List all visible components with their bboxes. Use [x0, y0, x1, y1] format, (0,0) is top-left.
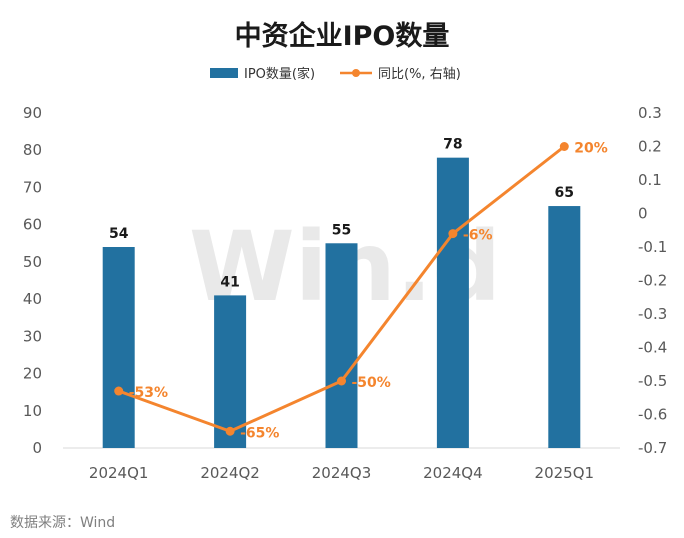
- yoy-point: [114, 386, 124, 396]
- left-axis-tick-label: 80: [23, 141, 42, 159]
- x-axis-category-label: 2024Q2: [200, 464, 260, 482]
- bar-value-label: 78: [443, 137, 462, 153]
- right-axis-tick-label: 0.1: [638, 171, 662, 189]
- bar-value-label: 55: [332, 222, 351, 238]
- left-axis-tick-label: 90: [23, 104, 42, 122]
- right-axis: -0.7 -0.6 -0.5 -0.4 -0.3 -0.2 -0.1 0 0.1 0.2 0.3: [638, 104, 667, 457]
- right-axis-tick-label: -0.3: [638, 305, 667, 323]
- bar: [102, 247, 135, 448]
- x-axis-categories: 2024Q1 2024Q2 2024Q3 2024Q4 2025Q1: [89, 464, 594, 482]
- left-axis-tick-label: 0: [32, 439, 42, 457]
- x-axis-category-label: 2024Q1: [89, 464, 149, 482]
- legend-marker-line: [352, 69, 360, 77]
- bars: 54 41 55 78 65: [102, 137, 581, 448]
- legend: IPO数量(家) 同比(%, 右轴): [210, 66, 461, 82]
- right-axis-tick-label: -0.6: [638, 406, 667, 424]
- right-axis-tick-label: 0.3: [638, 104, 662, 122]
- yoy-point: [225, 426, 235, 436]
- bar-value-label: 54: [109, 226, 129, 242]
- right-axis-tick-label: 0: [638, 205, 648, 223]
- left-axis-tick-label: 10: [23, 402, 42, 420]
- right-axis-tick-label: -0.4: [638, 339, 667, 357]
- bar: [436, 157, 469, 448]
- right-axis-tick-label: 0.2: [638, 138, 662, 156]
- x-axis-category-label: 2024Q3: [312, 464, 372, 482]
- bar-value-label: 65: [555, 185, 574, 201]
- left-axis-tick-label: 20: [23, 365, 42, 383]
- bar: [214, 295, 247, 448]
- legend-swatch-bars: [210, 68, 238, 78]
- yoy-point: [337, 376, 346, 386]
- left-axis-tick-label: 40: [23, 290, 42, 308]
- source-note: 数据来源：Wind: [10, 515, 115, 531]
- bar-value-label: 41: [220, 274, 239, 290]
- left-axis-tick-label: 50: [23, 253, 42, 271]
- yoy-value-label: -65%: [240, 425, 279, 441]
- bar: [548, 206, 581, 448]
- yoy-value-label: -53%: [129, 385, 168, 401]
- yoy-value-label: -6%: [463, 228, 493, 244]
- x-axis-category-label: 2024Q4: [423, 464, 483, 482]
- legend-label-bars: IPO数量(家): [244, 66, 315, 82]
- bar: [325, 243, 358, 448]
- right-axis-tick-label: -0.7: [638, 439, 667, 457]
- yoy-value-label: -50%: [352, 375, 391, 391]
- left-axis: 0 10 20 30 40 50 60 70 80 90: [23, 104, 42, 457]
- chart-title: 中资企业IPO数量: [235, 20, 450, 52]
- left-axis-tick-label: 70: [23, 178, 42, 196]
- left-axis-tick-label: 60: [23, 216, 42, 234]
- yoy-point: [448, 229, 458, 239]
- yoy-value-label: 20%: [574, 141, 608, 157]
- yoy-point: [559, 142, 569, 151]
- right-axis-tick-label: -0.1: [638, 238, 667, 256]
- left-axis-tick-label: 30: [23, 327, 42, 345]
- legend-label-line: 同比(%, 右轴): [378, 67, 461, 82]
- line-series: -53% -65% -50% -6% 20%: [114, 141, 608, 441]
- right-axis-tick-label: -0.2: [638, 272, 667, 290]
- right-axis-tick-label: -0.5: [638, 372, 667, 390]
- x-axis-category-label: 2025Q1: [535, 464, 595, 482]
